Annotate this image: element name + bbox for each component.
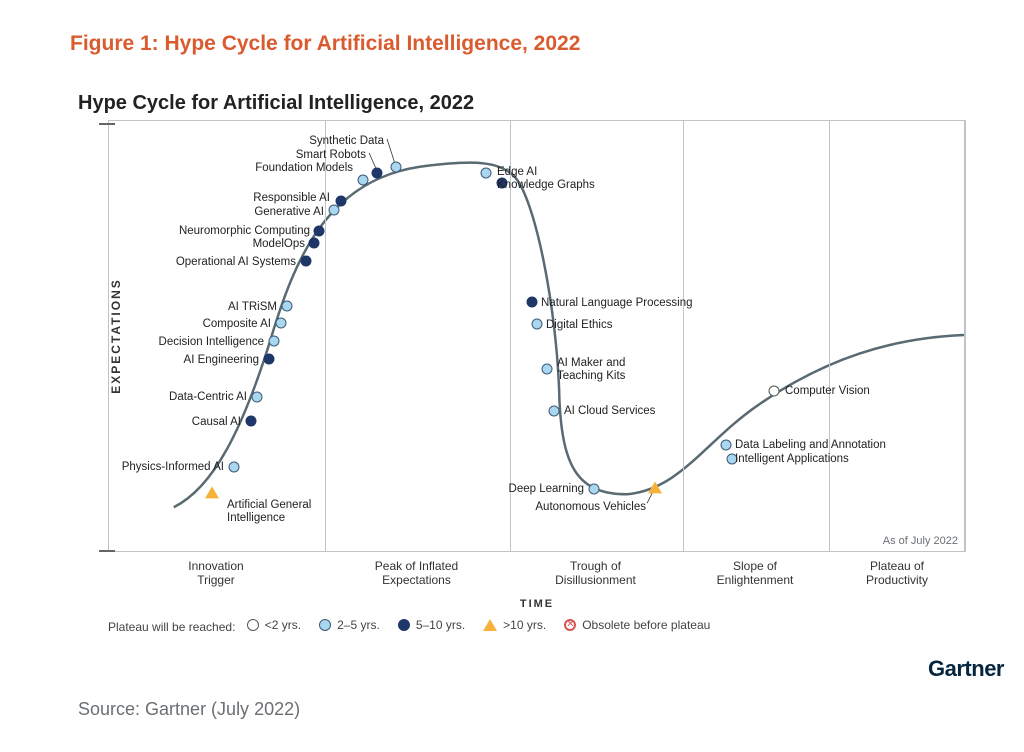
data-point [549,406,560,417]
legend-lead: Plateau will be reached: [108,620,235,634]
phase-label: Plateau ofProductivity [828,560,966,588]
data-point [252,392,263,403]
phase-label: Slope ofEnlightenment [682,560,828,588]
data-point [329,205,340,216]
data-point-label: AI Maker andTeaching Kits [557,357,625,383]
data-point-label: Foundation Models [255,162,353,175]
source-text: Source: Gartner (July 2022) [78,699,300,720]
data-point [481,168,492,179]
phase-label: Trough ofDisillusionment [509,560,682,588]
legend-item-5_10: 5–10 yrs. [398,618,465,632]
data-point-label: Natural Language Processing [541,297,693,310]
legend-item-obs: Obsolete before plateau [564,618,710,632]
phase-divider [325,121,326,551]
gartner-logo: Gartner [928,656,1004,682]
data-point-label: Data Labeling and Annotation [735,439,886,452]
data-point [269,336,280,347]
data-point-label: Intelligent Applications [735,453,849,466]
data-point-label: Computer Vision [785,385,870,398]
legend-swatch [483,619,497,631]
data-point [589,484,600,495]
phase-divider [829,121,830,551]
phase-label: Peak of InflatedExpectations [324,560,509,588]
data-point-label: Smart Robots [296,149,366,162]
data-point-label: Operational AI Systems [176,256,296,269]
phase-label: InnovationTrigger [108,560,324,588]
data-point [391,162,402,173]
data-point [309,238,320,249]
data-point [282,301,293,312]
chart-title: Hype Cycle for Artificial Intelligence, … [78,92,474,115]
legend-item-lt2: <2 yrs. [247,618,301,632]
y-axis-label-container: EXPECTATIONS [70,120,106,552]
data-point [301,256,312,267]
as-of-text: As of July 2022 [883,535,958,547]
data-point [314,226,325,237]
data-point-label: Decision Intelligence [159,336,264,349]
data-point-label: AI TRiSM [228,301,277,314]
legend-label: 2–5 yrs. [337,618,380,632]
legend: Plateau will be reached: <2 yrs. 2–5 yrs.… [108,618,966,634]
data-point-label: Knowledge Graphs [497,179,595,192]
legend-label: >10 yrs. [503,618,546,632]
data-point-label: Artificial GeneralIntelligence [227,499,311,525]
data-point-label: Data-Centric AI [169,391,247,404]
legend-swatch [247,619,259,631]
legend-label: Obsolete before plateau [582,618,710,632]
figure-caption: Figure 1: Hype Cycle for Artificial Inte… [70,32,580,56]
phase-labels: InnovationTriggerPeak of InflatedExpecta… [108,556,966,592]
axis-tick-top [99,123,115,125]
data-point [336,196,347,207]
legend-label: <2 yrs. [265,618,301,632]
data-point [532,319,543,330]
data-point-label: Physics-Informed AI [122,461,224,474]
data-point-label: AI Cloud Services [564,405,655,418]
data-point-label: Composite AI [203,318,271,331]
data-point [358,175,369,186]
legend-swatch [564,619,576,631]
data-point [372,168,383,179]
data-point [229,462,240,473]
plot-area: As of July 2022 Artificial GeneralIntell… [108,120,966,552]
legend-swatch [319,619,331,631]
figure-caption-text: Figure 1: Hype Cycle for Artificial Inte… [70,32,580,55]
data-point-label: Synthetic Data [309,135,384,148]
data-point [542,364,553,375]
data-point [246,416,257,427]
x-axis-label: TIME [108,598,966,610]
data-point-label: Neuromorphic Computing [179,225,310,238]
data-point [276,318,287,329]
data-point [721,440,732,451]
data-point-label: Autonomous Vehicles [535,501,646,514]
phase-divider [683,121,684,551]
data-point [648,481,662,493]
data-point-label: Generative AI [254,206,324,219]
data-point [769,386,780,397]
data-point [264,354,275,365]
data-point-label: Responsible AI [253,192,330,205]
legend-label: 5–10 yrs. [416,618,465,632]
data-point-label: Digital Ethics [546,319,612,332]
data-point [205,486,219,498]
data-point-label: AI Engineering [184,354,259,367]
data-point-label: Causal AI [192,416,241,429]
data-point [527,297,538,308]
legend-item-gt10: >10 yrs. [483,618,546,632]
legend-item-2_5: 2–5 yrs. [319,618,380,632]
axis-tick-bottom [99,550,115,552]
legend-swatch [398,619,410,631]
data-point-label: Deep Learning [509,483,584,496]
data-point-label: ModelOps [253,238,305,251]
